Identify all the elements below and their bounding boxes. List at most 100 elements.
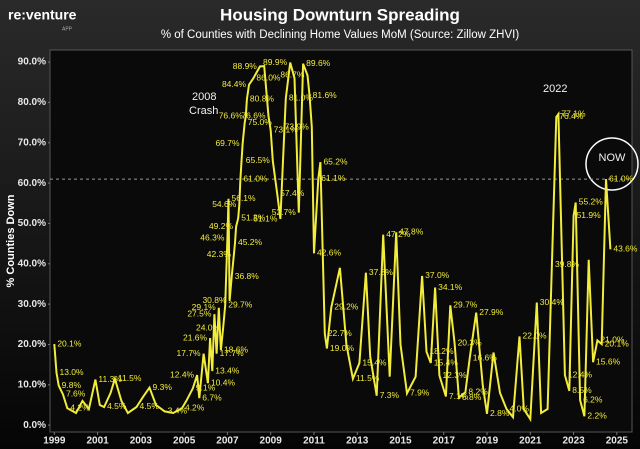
- data-label: 39.8%: [555, 259, 580, 269]
- data-label: 4.5%: [107, 401, 127, 411]
- data-label: 4.2%: [185, 402, 205, 412]
- data-label: 51.9%: [577, 210, 602, 220]
- plot-area: [49, 49, 633, 433]
- data-label: 37.8%: [369, 267, 394, 277]
- data-label: 42.6%: [317, 248, 342, 258]
- data-label: 88.9%: [233, 61, 258, 71]
- data-label: 21.6%: [183, 332, 208, 342]
- data-label: 73.1%: [274, 125, 299, 135]
- data-label: 9.1%: [196, 383, 216, 393]
- data-label: 2.8%: [490, 408, 510, 418]
- data-label: 51.1%: [253, 213, 278, 223]
- data-label: 22.0%: [522, 331, 547, 341]
- data-label: 7.3%: [380, 390, 400, 400]
- data-label: 17.7%: [177, 348, 202, 358]
- x-tick-label: 2011: [303, 436, 325, 447]
- data-label: 54.6%: [212, 199, 237, 209]
- data-label: 29.1%: [192, 302, 217, 312]
- data-label: 10.4%: [211, 377, 236, 387]
- data-label: 3.4%: [168, 406, 188, 416]
- y-tick-label: 70.0%: [18, 137, 46, 148]
- x-tick-label: 2021: [519, 436, 542, 447]
- data-label: 24.0%: [196, 323, 221, 333]
- data-label: 6.7%: [202, 392, 222, 402]
- data-label: 4.0%: [510, 403, 530, 413]
- data-label: 17.7%: [220, 348, 245, 358]
- data-label: 27.5%: [187, 308, 212, 318]
- y-tick-label: 50.0%: [18, 218, 46, 229]
- data-label: 15.4%: [362, 357, 387, 367]
- data-label: 47.2%: [386, 229, 411, 239]
- data-label: 75.0%: [248, 117, 273, 127]
- x-tick-label: 2003: [130, 436, 153, 447]
- data-label: 16.6%: [473, 352, 498, 362]
- data-label: 61.0%: [609, 173, 634, 183]
- data-label: 11.5%: [356, 373, 380, 383]
- data-label: 7.1%: [449, 391, 469, 401]
- data-label: 47.8%: [399, 227, 424, 237]
- data-label: 4.2%: [70, 402, 90, 412]
- data-label: 30.4%: [540, 297, 565, 307]
- data-label: 11.3%: [98, 374, 122, 384]
- logo: re:venture: [8, 7, 77, 23]
- data-label: 57.4%: [280, 188, 305, 198]
- data-label: 9.3%: [153, 382, 173, 392]
- data-label: 45.2%: [238, 237, 263, 247]
- x-tick-label: 2023: [562, 436, 585, 447]
- y-tick-label: 10.0%: [18, 379, 46, 390]
- data-label: 15.6%: [596, 356, 621, 366]
- now-circle: [585, 137, 639, 191]
- data-label: 18.6%: [224, 344, 249, 354]
- x-tick-label: 2005: [173, 436, 196, 447]
- data-label: 4.5%: [140, 401, 160, 411]
- data-label: 7.6%: [66, 389, 86, 399]
- annotation: 2008: [192, 91, 216, 103]
- data-label: 52.7%: [272, 207, 297, 217]
- y-tick-label: 80.0%: [18, 97, 46, 108]
- chart-title: Housing Downturn Spreading: [220, 5, 460, 24]
- data-label: 29.2%: [334, 302, 359, 312]
- data-label: 6.8%: [462, 392, 482, 402]
- data-label: 21.0%: [600, 335, 625, 345]
- y-tick-label: 30.0%: [18, 299, 46, 310]
- data-label: 76.4%: [559, 111, 584, 121]
- data-label: 13.0%: [59, 367, 84, 377]
- data-label: 73.9%: [285, 121, 310, 131]
- data-label: 61.1%: [321, 173, 346, 183]
- x-tick-label: 2019: [476, 436, 499, 447]
- data-label: 20.1%: [57, 338, 82, 348]
- y-tick-label: 60.0%: [18, 178, 46, 189]
- data-label: 13.4%: [215, 365, 240, 375]
- data-label: 34.1%: [438, 282, 463, 292]
- y-tick-label: 20.0%: [18, 339, 46, 350]
- y-axis-label: % Counties Down: [5, 194, 17, 287]
- data-label: 69.7%: [215, 138, 240, 148]
- data-label: 55.2%: [579, 197, 604, 207]
- data-label: 46.3%: [200, 233, 225, 243]
- data-label: 11.5%: [118, 373, 142, 383]
- data-label: 18.2%: [429, 346, 454, 356]
- data-label: 7.9%: [410, 388, 430, 398]
- data-label: 76.6%: [219, 110, 244, 120]
- data-label: 30.8%: [202, 295, 227, 305]
- data-label: 37.0%: [425, 270, 450, 280]
- data-label: 80.8%: [250, 93, 275, 103]
- data-label: 27.9%: [479, 307, 504, 317]
- data-label: 8.2%: [468, 386, 488, 396]
- data-label: 49.2%: [209, 221, 234, 231]
- x-tick-label: 2009: [260, 436, 283, 447]
- data-label: 89.9%: [263, 57, 288, 67]
- data-label: 43.6%: [613, 244, 638, 254]
- data-label: 29.7%: [453, 300, 478, 310]
- x-tick-label: 1999: [43, 436, 66, 447]
- data-label: 15.4%: [434, 357, 459, 367]
- x-tick-label: 2015: [389, 436, 412, 447]
- data-label: 6.2%: [583, 394, 603, 404]
- x-tick-label: 2025: [606, 436, 629, 447]
- data-label: 86.7%: [280, 70, 305, 80]
- data-label: 42.3%: [207, 249, 232, 259]
- data-line: [53, 62, 612, 423]
- data-label: 12.4%: [568, 369, 593, 379]
- data-label: 20.1%: [605, 338, 630, 348]
